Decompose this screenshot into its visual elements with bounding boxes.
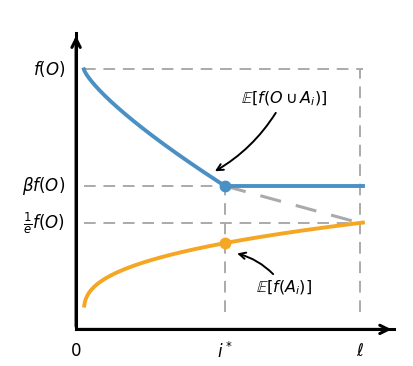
Text: $\mathbb{E}[f(O \cup A_i)]$: $\mathbb{E}[f(O \cup A_i)]$ <box>216 89 326 170</box>
Text: $\ell$: $\ell$ <box>355 341 363 359</box>
Text: $\mathbb{E}[f(A_i)]$: $\mathbb{E}[f(A_i)]$ <box>239 253 311 297</box>
Text: $\beta f(O)$: $\beta f(O)$ <box>22 175 65 197</box>
Text: $f(O)$: $f(O)$ <box>33 59 65 79</box>
Text: $\frac{1}{e}f(O)$: $\frac{1}{e}f(O)$ <box>23 210 65 236</box>
Text: $0$: $0$ <box>70 341 82 359</box>
Text: $i^*$: $i^*$ <box>216 341 233 362</box>
